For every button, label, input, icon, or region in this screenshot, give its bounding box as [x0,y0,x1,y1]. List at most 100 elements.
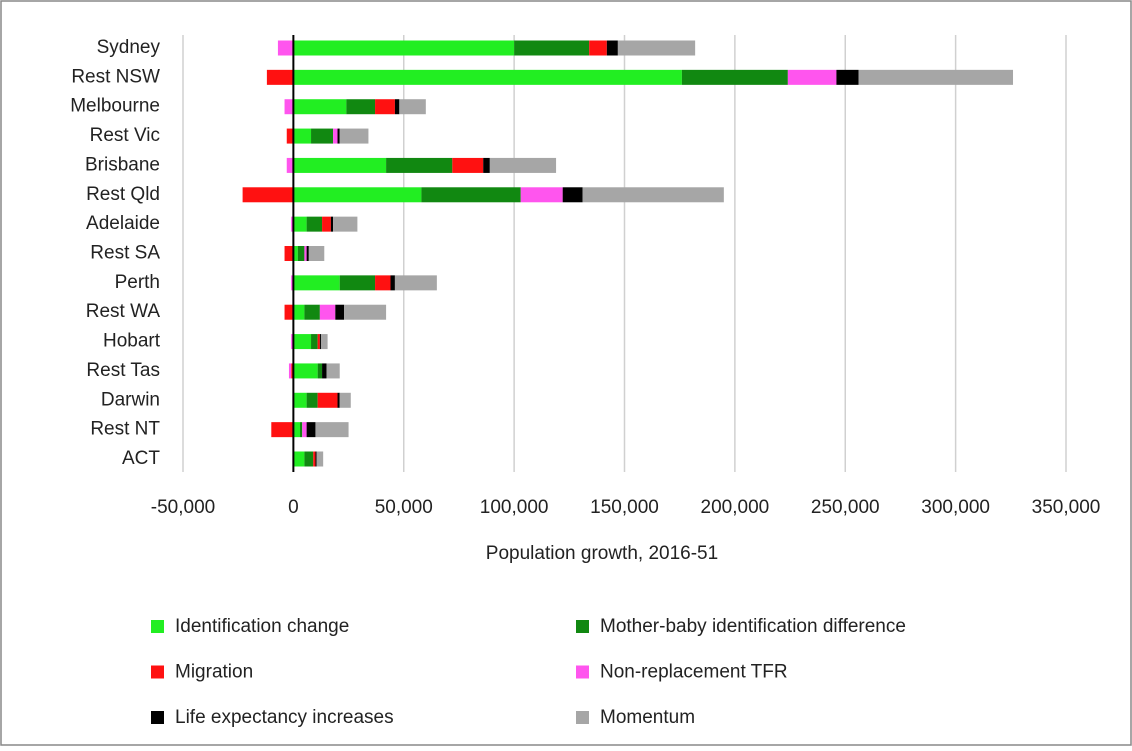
bar-segment [346,99,376,115]
bar-segment [304,304,320,320]
bar-segment [589,40,607,56]
bar-segment [299,422,303,438]
y-tick-label: Melbourne [70,96,160,117]
y-tick-label: Sydney [97,37,161,58]
bar-segment [293,69,682,85]
x-tick-label: 350,000 [1032,497,1101,518]
bar-segment [304,451,314,467]
bar-segment [333,128,338,144]
legend-swatch [151,711,164,724]
bar-segment [322,216,331,232]
y-tick-label: Rest Qld [86,184,160,205]
bar-segment [606,40,618,56]
y-tick-label: ACT [122,448,160,469]
x-tick-label: 50,000 [375,497,433,518]
bar-segment [311,334,318,350]
x-tick-label: 200,000 [701,497,770,518]
y-tick-label: Darwin [101,389,160,410]
bar-segment [339,392,351,408]
x-tick-label: 150,000 [590,497,659,518]
legend-label: Mother-baby identification difference [600,616,906,637]
bar-segment [344,304,387,320]
bar-segment [489,157,557,173]
y-tick-label: Brisbane [85,154,160,175]
bar-segment [284,99,294,115]
bar-segment [582,187,724,203]
x-axis-title: Population growth, 2016-51 [486,543,718,564]
bar-segment [284,246,294,261]
bar-segment [293,422,300,438]
bar-segment [320,334,328,350]
x-tick-label: 100,000 [480,497,549,518]
bar-segment [317,334,320,350]
bar-segment [394,99,400,115]
bar-segment [483,157,490,173]
bar-segment [304,246,307,261]
bar-segment [375,99,395,115]
bar-segment [337,392,340,408]
bar-segment [308,246,325,261]
bar-segment [291,334,294,350]
bar-segment [335,304,345,320]
y-tick-label: Adelaide [86,213,160,234]
bar-segment [293,99,347,115]
y-tick-label: Rest WA [86,301,161,322]
bar-segment [787,69,837,85]
legend-label: Life expectancy increases [175,707,394,728]
legend-label: Non-replacement TFR [600,662,788,683]
bar-segment [326,363,340,379]
bar-segment [316,451,324,467]
bar-segment [315,451,317,467]
bar-segment [311,128,334,144]
bar-segment [293,304,305,320]
y-tick-label: Rest SA [90,243,160,264]
bar-segment [322,363,327,379]
bar-segment [375,275,391,291]
bar-segment [291,363,294,379]
bar-segment [293,334,312,350]
legend-swatch [576,711,589,724]
bar-segment [319,304,336,320]
bar-segment [394,275,437,291]
legend-swatch [151,665,164,679]
y-tick-label: Rest Vic [90,125,160,146]
bar-segment [242,187,294,203]
bar-segment [293,275,340,291]
bar-segment [293,246,298,261]
bar-segment [313,451,316,467]
bar-segment [291,275,294,291]
legend-swatch [576,620,589,633]
bar-segment [291,216,294,232]
y-tick-label: Rest NT [90,419,160,440]
bar-segment [317,392,338,408]
legend-swatch [151,620,164,633]
legend-label: Momentum [600,707,695,728]
bar-segment [339,275,376,291]
bar-segment [293,40,515,56]
bar-segment [293,187,422,203]
bar-segment [681,69,788,85]
bar-segment [306,246,309,261]
bar-segment [333,216,358,232]
bar-segment [306,392,318,408]
bar-segment [277,40,294,56]
bar-segment [293,157,387,173]
bar-segment [302,422,307,438]
x-tick-label: -50,000 [151,497,215,518]
bar-segment [271,422,294,438]
bar-segment [306,216,323,232]
bar-segment [520,187,563,203]
legend-label: Identification change [175,616,349,637]
bar-segment [286,128,294,144]
bar-segment [293,128,312,144]
bar-segment [421,187,521,203]
bar-segment [297,246,305,261]
bar-segment [399,99,426,115]
bar-segment [293,451,305,467]
bar-segment [284,304,294,320]
bar-segment [286,157,294,173]
bar-segment [293,216,307,232]
bar-segment [288,363,292,379]
